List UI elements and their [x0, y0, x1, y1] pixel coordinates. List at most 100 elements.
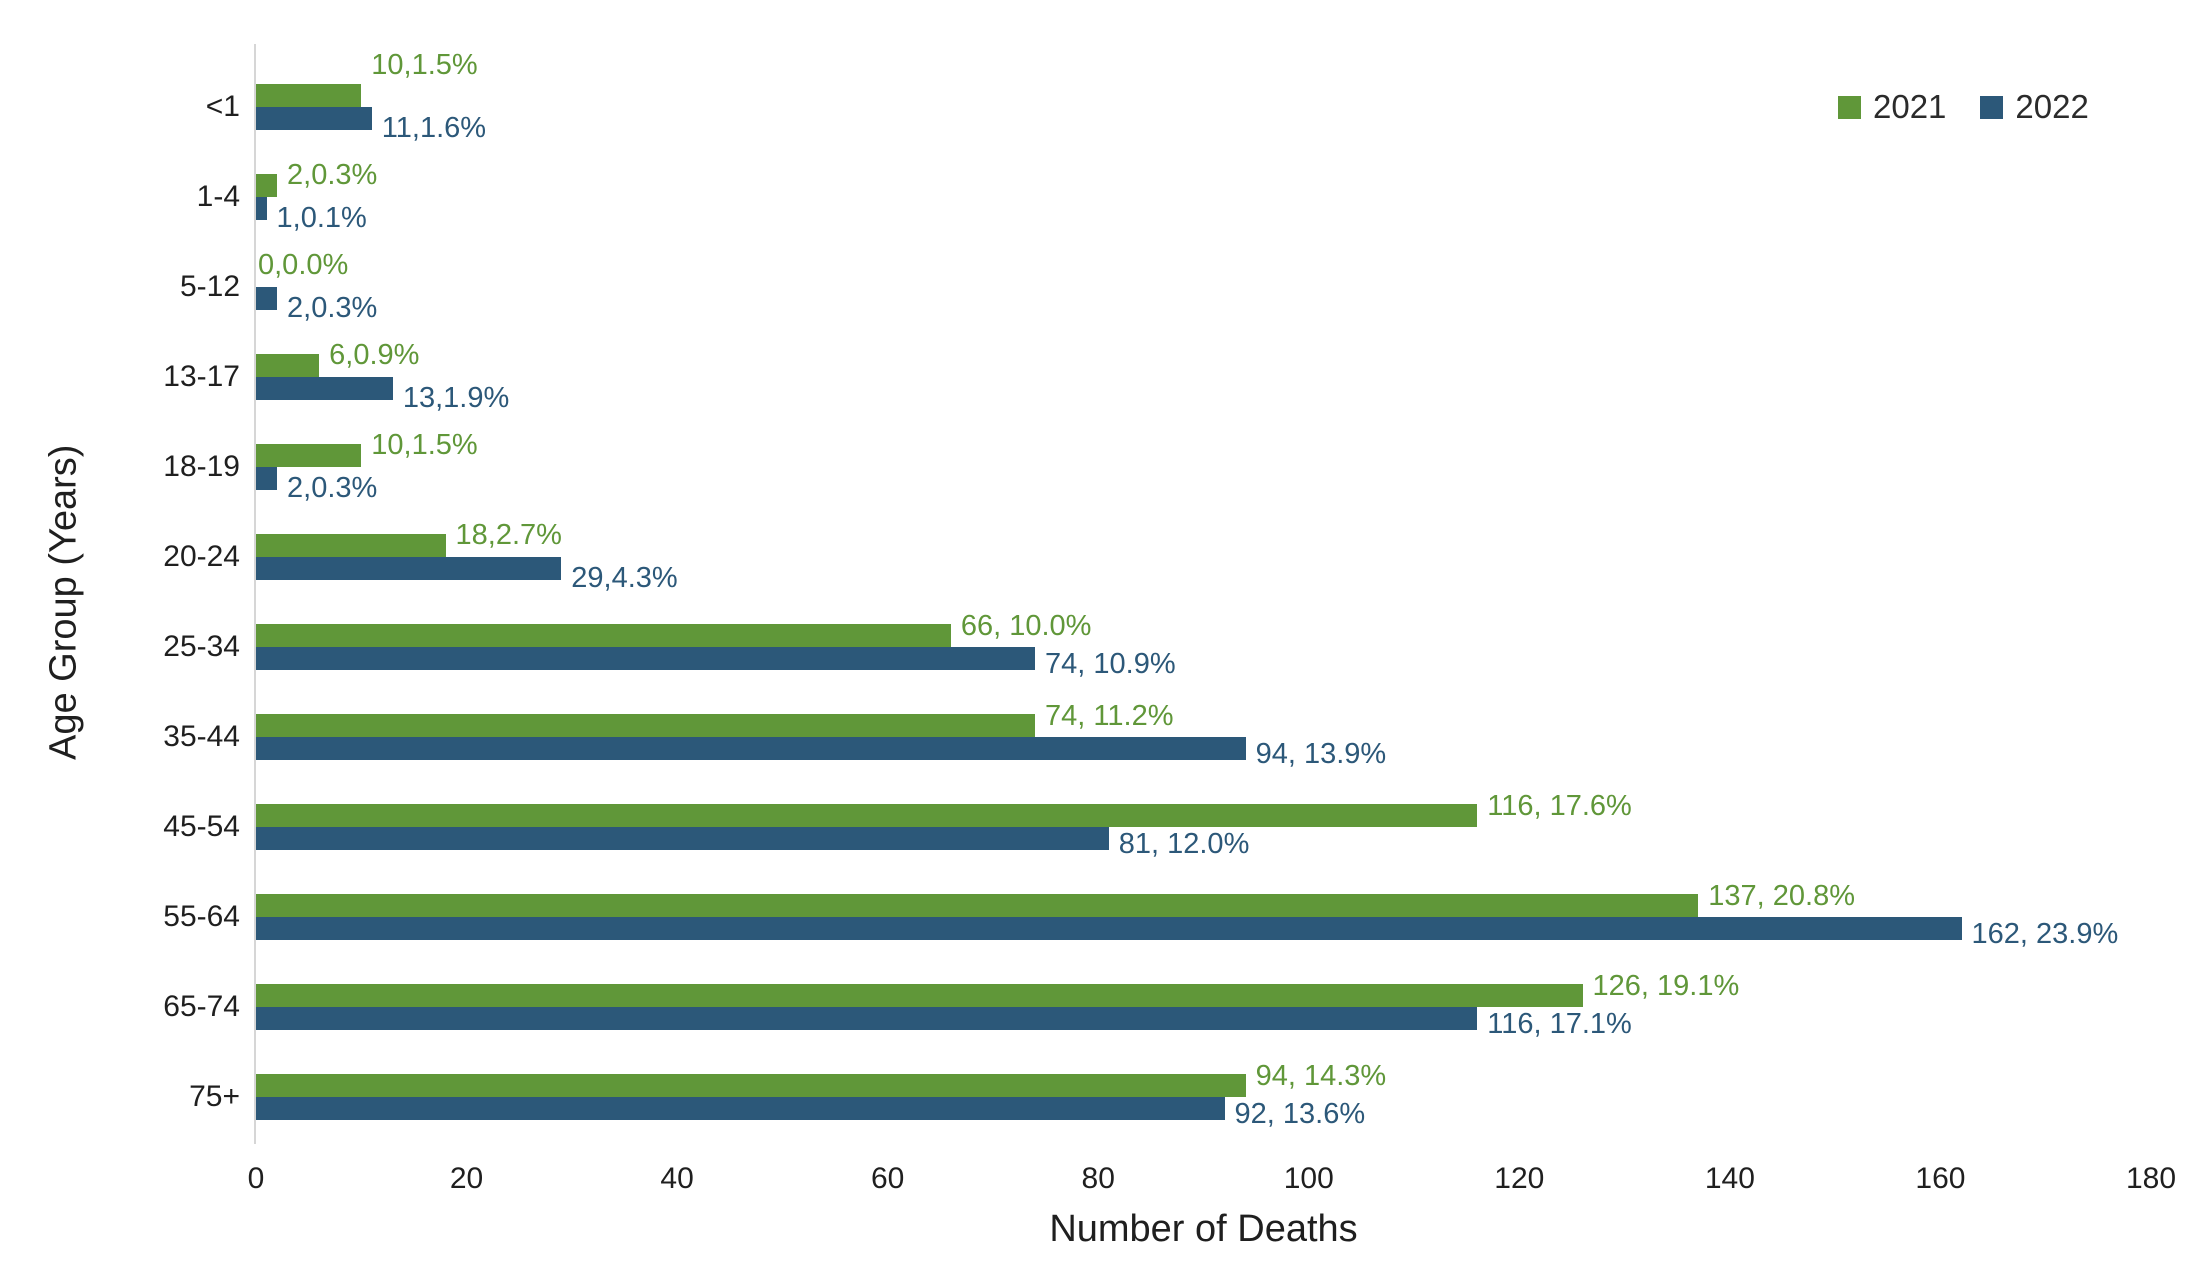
- x-tick-label: 60: [870, 1162, 905, 1195]
- x-tick-label: 160: [1915, 1162, 1966, 1195]
- category-label: 18-19: [163, 450, 240, 483]
- data-label-2021-75+: 94, 14.3%: [1255, 1059, 1387, 1092]
- bar-track: 1,0.1%: [256, 197, 2151, 233]
- legend-label-2021: 2021: [1873, 88, 1947, 125]
- x-tick-label: 40: [660, 1162, 694, 1195]
- bar-track: 126, 19.1%: [256, 970, 2151, 1007]
- x-tick-label: 120: [1494, 1162, 1545, 1195]
- category-label: 20-24: [163, 540, 240, 573]
- bar-2022-25-34: [256, 647, 1036, 670]
- bar-2021-45-54: [256, 804, 1478, 827]
- bar-track: 2,0.3%: [256, 159, 2151, 197]
- data-label-2021-65-74: 126, 19.1%: [1592, 969, 1740, 1002]
- bar-track: 18,2.7%: [256, 519, 2151, 557]
- data-label-2022-55-64: 162, 23.9%: [1971, 917, 2119, 950]
- bar-track: 10,1.5%: [256, 429, 2151, 467]
- bar-2021-<1: [256, 84, 362, 107]
- bar-2022-65-74: [256, 1007, 1478, 1030]
- bar-2022-<1: [256, 107, 372, 130]
- category-label: 35-44: [163, 720, 240, 753]
- x-tick-label: 80: [1081, 1162, 1115, 1195]
- data-label-2022-20-24: 29,4.3%: [571, 561, 678, 594]
- bar-track: 2,0.3%: [256, 287, 2151, 323]
- category-label: 45-54: [163, 810, 240, 843]
- bar-track: 2,0.3%: [256, 467, 2151, 503]
- data-label-2021-5-12: 0,0.0%: [258, 248, 349, 281]
- data-label-2022-65-74: 116, 17.1%: [1487, 1007, 1632, 1040]
- x-tick-label: 140: [1704, 1162, 1755, 1195]
- x-tick-label: 180: [2125, 1162, 2177, 1195]
- bar-2021-20-24: [256, 534, 446, 557]
- bar-track: 66, 10.0%: [256, 610, 2151, 647]
- data-label-2021-18-19: 10,1.5%: [371, 428, 478, 461]
- x-tick-label: 20: [449, 1162, 484, 1195]
- data-label-2021-45-54: 116, 17.6%: [1487, 789, 1632, 822]
- bar-track: 0,0.0%: [256, 249, 2151, 287]
- category-label: 5-12: [179, 270, 240, 303]
- bar-2021-65-74: [256, 984, 1583, 1007]
- bar-2021-13-17: [256, 354, 320, 377]
- bar-2022-45-54: [256, 827, 1109, 850]
- data-label-2021-<1: 10,1.5%: [371, 48, 478, 81]
- category-label: 75+: [189, 1080, 240, 1113]
- category-label: 25-34: [163, 630, 240, 663]
- data-label-2022-<1: 11,1.6%: [381, 111, 487, 144]
- bar-2022-13-17: [256, 377, 393, 400]
- bar-2021-35-44: [256, 714, 1036, 737]
- bar-track: 137, 20.8%: [256, 880, 2151, 917]
- bar-track: 13,1.9%: [256, 377, 2151, 413]
- bar-2022-75+: [256, 1097, 1225, 1120]
- x-tick-label: 100: [1283, 1162, 1334, 1195]
- bar-track: 74, 10.9%: [256, 647, 2151, 679]
- bar-2022-1-4: [256, 197, 267, 220]
- bar-2022-35-44: [256, 737, 1246, 760]
- bar-track: 94, 14.3%: [256, 1060, 2151, 1097]
- bar-track: 116, 17.6%: [256, 790, 2151, 827]
- data-label-2021-25-34: 66, 10.0%: [960, 609, 1092, 642]
- bar-track: 74, 11.2%: [256, 700, 2151, 737]
- x-axis-ticks: 0 20 40 60 80 100 120 140 160 180: [248, 1162, 2176, 1202]
- bar-2021-1-4: [256, 174, 278, 197]
- bar-2021-55-64: [256, 894, 1699, 917]
- data-label-2021-55-64: 137, 20.8%: [1708, 879, 1856, 912]
- bar-track: 29,4.3%: [256, 557, 2151, 593]
- data-label-2022-45-54: 81, 12.0%: [1118, 827, 1250, 860]
- x-axis-title: Number of Deaths: [1049, 1208, 1358, 1250]
- data-label-2022-5-12: 2,0.3%: [287, 291, 378, 324]
- category-label: 13-17: [163, 360, 240, 393]
- bar-2022-20-24: [256, 557, 562, 580]
- category-label: 65-74: [163, 990, 240, 1023]
- data-label-2022-1-4: 1,0.1%: [276, 201, 367, 234]
- plot-area: <1 10,1.5% 11,1.6% 1-4 2,0.3% 1,0.1% 5-12 0,0.0…: [163, 44, 2151, 1144]
- bar-track: 162, 23.9%: [256, 917, 2151, 949]
- data-label-2022-18-19: 2,0.3%: [287, 471, 378, 504]
- category-label: <1: [205, 90, 240, 123]
- legend-label-2022: 2022: [2015, 88, 2089, 125]
- legend-swatch-2022-icon: [1980, 95, 2004, 119]
- bar-2021-75+: [256, 1074, 1246, 1097]
- bar-track: 81, 12.0%: [256, 827, 2151, 859]
- category-label: 1-4: [196, 180, 240, 213]
- legend: 2021 2022: [1838, 88, 2089, 126]
- data-label-2022-75+: 92, 13.6%: [1234, 1097, 1366, 1130]
- legend-item-2022: 2022: [1980, 88, 2089, 126]
- legend-item-2021: 2021: [1838, 88, 1946, 126]
- data-label-2021-35-44: 74, 11.2%: [1045, 699, 1174, 732]
- data-label-2021-20-24: 18,2.7%: [455, 518, 562, 551]
- category-label: 55-64: [163, 900, 240, 933]
- bar-track: 11,1.6%: [256, 107, 2151, 143]
- legend-swatch-2021-icon: [1838, 95, 1861, 119]
- data-label-2021-13-17: 6,0.9%: [329, 338, 420, 371]
- bar-track: 10,1.5%: [256, 49, 2151, 107]
- data-label-2022-13-17: 13,1.9%: [402, 381, 510, 414]
- bar-track: 116, 17.1%: [256, 1007, 2151, 1039]
- bar-2021-18-19: [256, 444, 362, 467]
- data-label-2021-1-4: 2,0.3%: [287, 158, 378, 191]
- bar-2022-55-64: [256, 917, 1962, 940]
- data-label-2022-25-34: 74, 10.9%: [1045, 647, 1176, 680]
- bar-2022-5-12: [256, 287, 278, 310]
- bar-2021-25-34: [256, 624, 951, 647]
- bar-track: 6,0.9%: [256, 339, 2151, 377]
- bar-2022-18-19: [256, 467, 278, 490]
